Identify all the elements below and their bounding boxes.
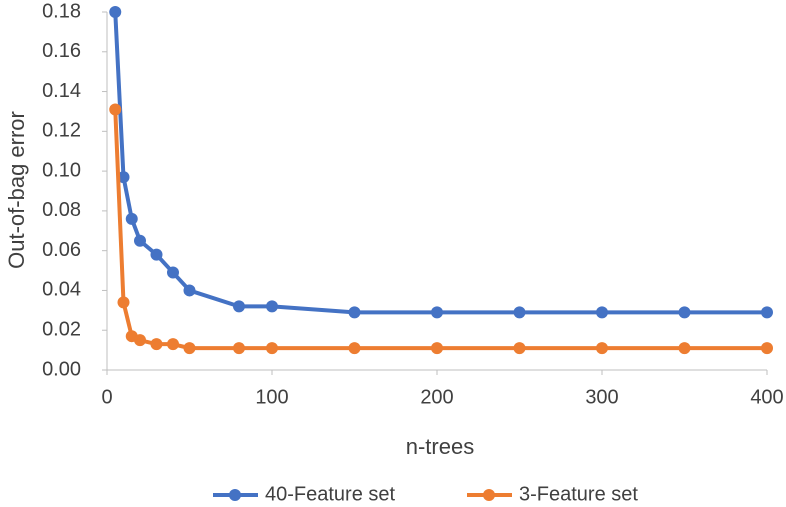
data-point	[596, 342, 608, 355]
data-point	[513, 342, 526, 355]
data-point	[109, 103, 122, 116]
legend-label: 3-Feature set	[519, 483, 638, 505]
data-point	[109, 6, 122, 18]
data-point	[117, 171, 130, 184]
y-tick-label: 0.18	[42, 0, 81, 22]
data-point	[266, 300, 278, 313]
data-point	[348, 306, 361, 319]
y-tick-label: 0.04	[42, 279, 81, 301]
y-tick-label: 0.14	[42, 80, 81, 102]
data-point	[183, 342, 196, 355]
data-point	[431, 342, 443, 355]
y-tick-label: 0.16	[42, 40, 81, 62]
data-point	[167, 266, 179, 279]
data-point	[431, 306, 443, 319]
y-tick-label: 0.02	[42, 319, 81, 341]
y-tick-label: 0.12	[42, 120, 81, 142]
data-point	[596, 306, 608, 319]
y-tick-label: 0.06	[42, 239, 81, 261]
data-point	[233, 342, 245, 355]
data-point	[183, 284, 196, 297]
data-point	[761, 342, 773, 355]
series-line	[113, 11, 767, 315]
data-point	[150, 248, 163, 261]
data-point	[150, 338, 163, 351]
data-point	[678, 306, 691, 319]
x-tick-label: 100	[255, 386, 288, 408]
data-point	[233, 300, 245, 313]
x-tick-label: 200	[420, 386, 453, 408]
x-tick-label: 300	[585, 386, 618, 408]
data-point	[678, 342, 691, 355]
data-point	[134, 334, 146, 347]
x-axis-label: n-trees	[406, 434, 474, 459]
y-tick-label: 0.00	[42, 358, 81, 380]
x-tick-label: 400	[750, 386, 783, 408]
data-point	[125, 212, 138, 225]
legend-marker	[229, 489, 241, 501]
x-tick-label: 0	[101, 386, 112, 408]
data-point	[266, 342, 278, 355]
legend-marker	[483, 489, 495, 501]
data-point	[167, 338, 179, 351]
data-point	[134, 234, 146, 247]
y-tick-label: 0.08	[42, 199, 81, 221]
data-point	[761, 306, 773, 319]
y-axis-label: Out-of-bag error	[4, 111, 29, 269]
legend-label: 40-Feature set	[265, 483, 396, 505]
y-tick-label: 0.10	[42, 159, 81, 181]
data-point	[513, 306, 526, 319]
data-point	[348, 342, 361, 355]
data-point	[117, 296, 130, 309]
